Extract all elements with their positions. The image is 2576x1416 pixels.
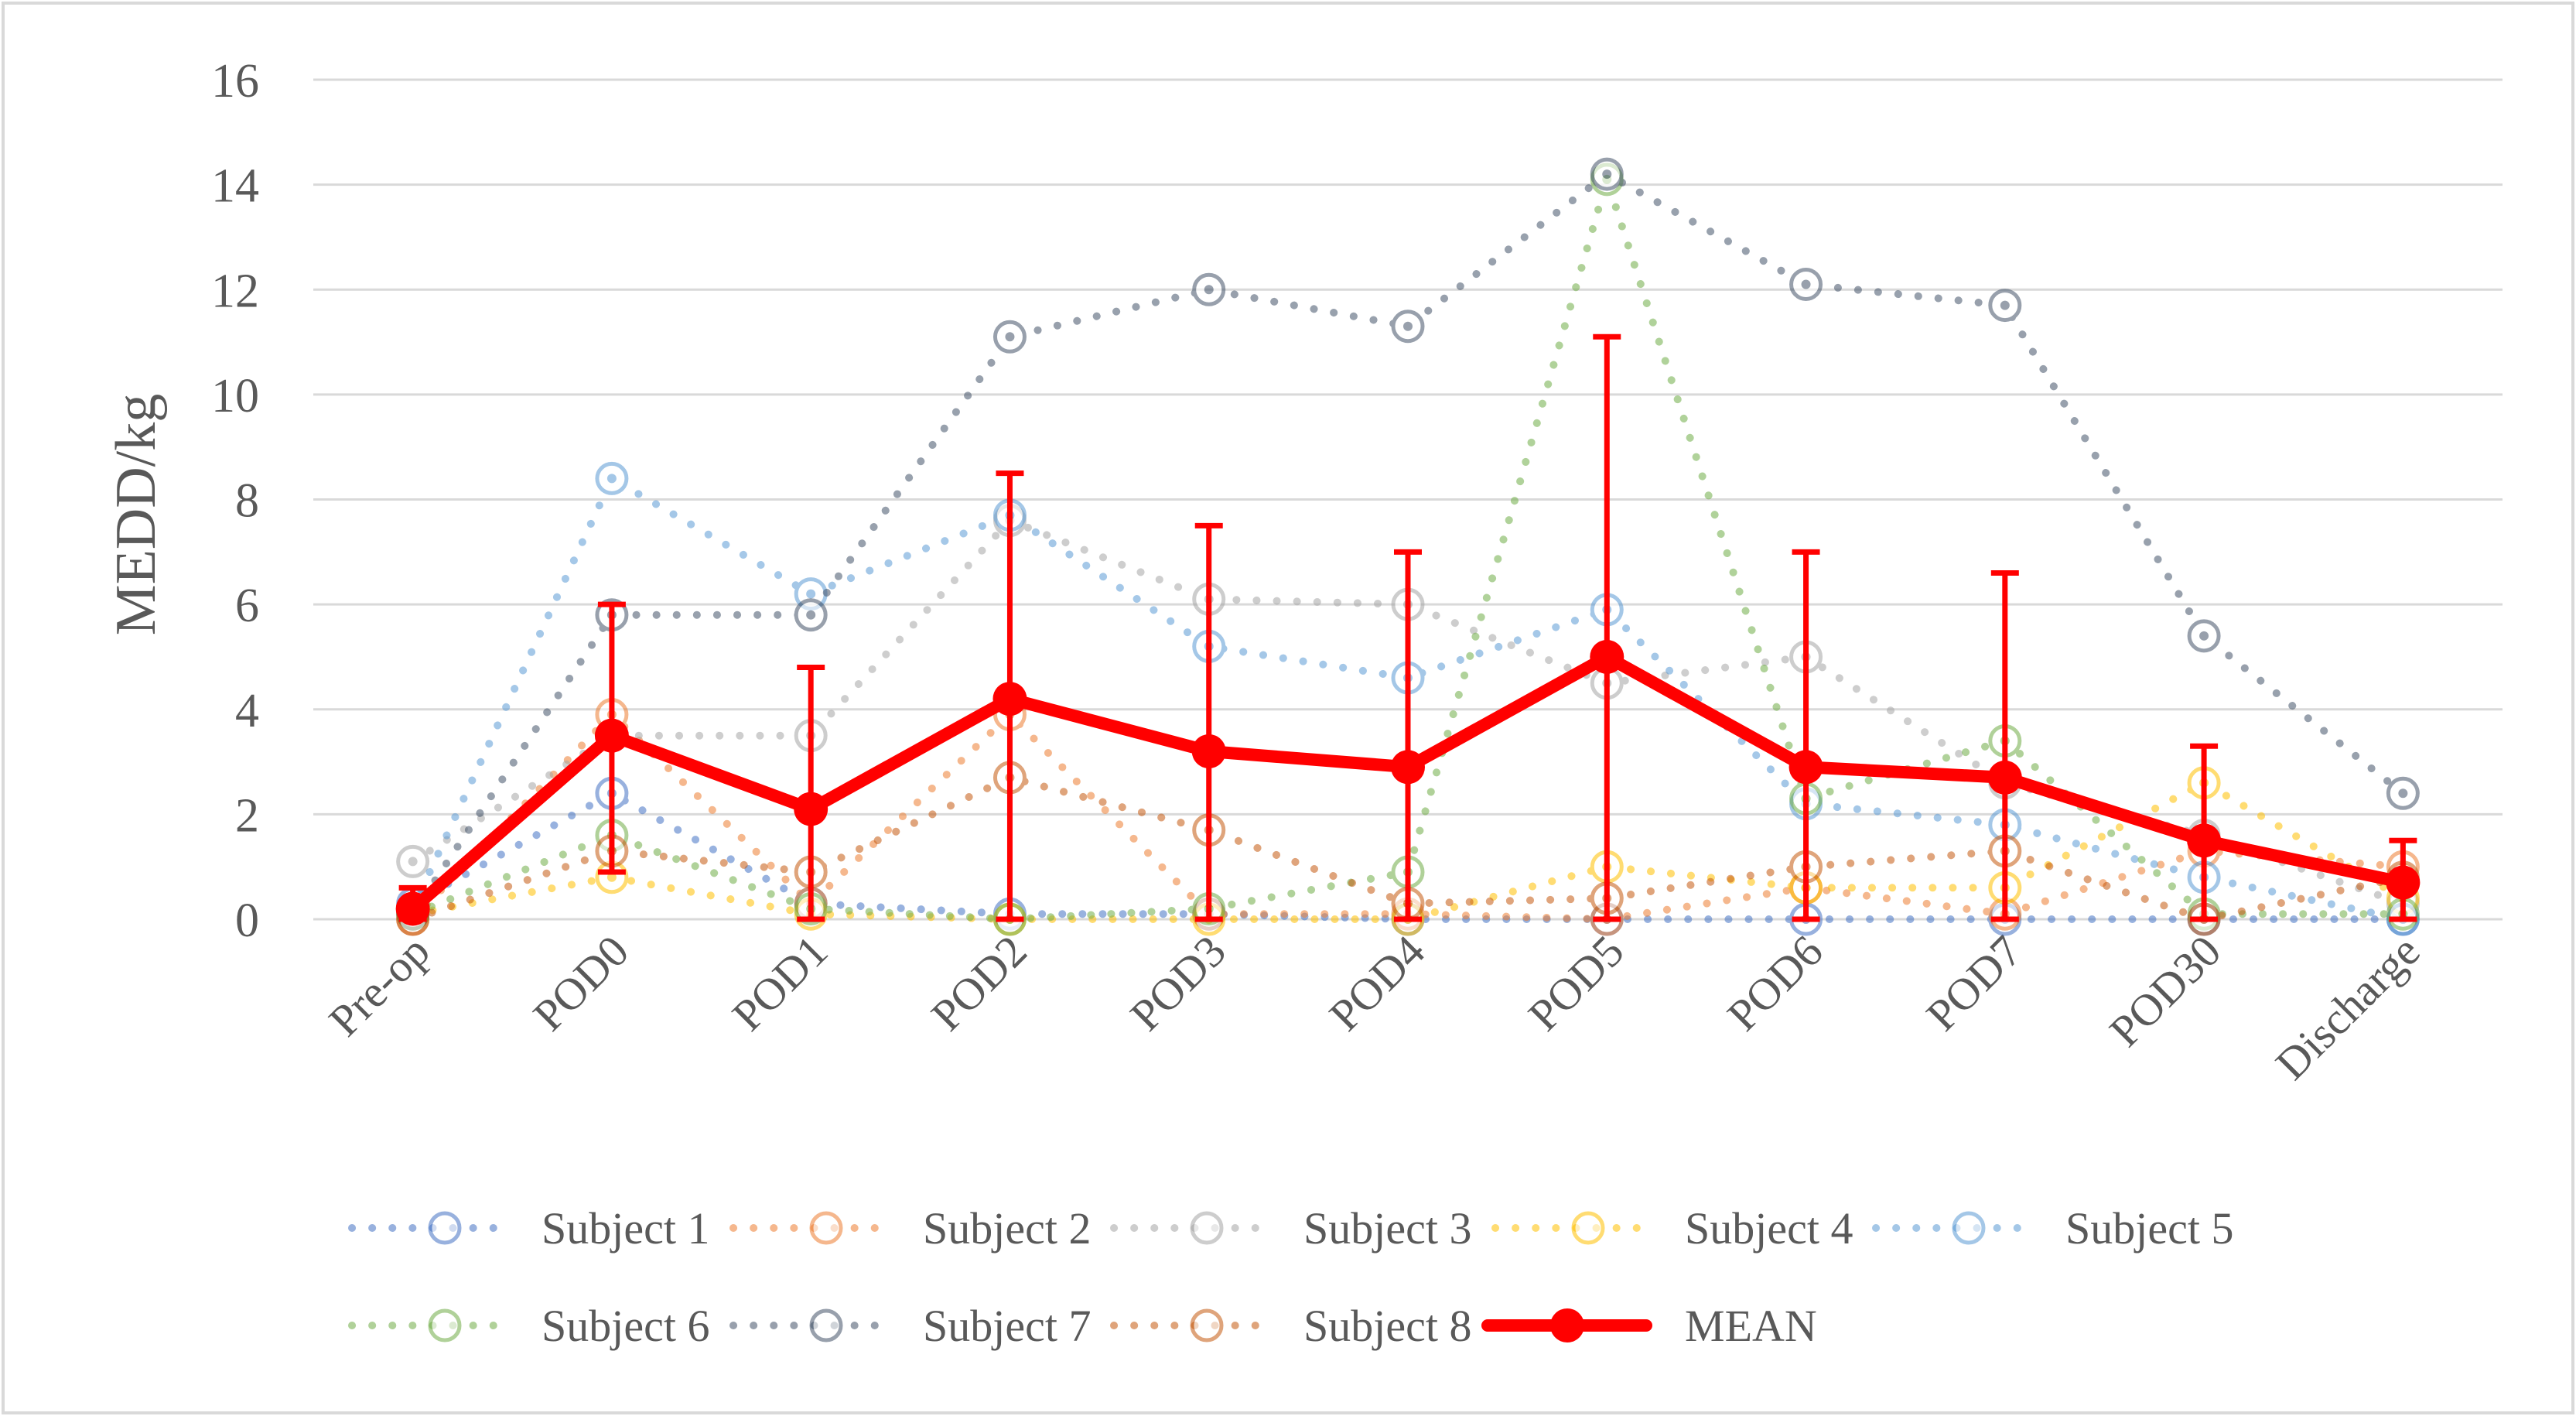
marker-dot-subject-7-pod4	[1403, 321, 1413, 331]
legend-label-subject-1: Subject 1	[542, 1203, 709, 1254]
legend-item-subject-4: Subject 4	[1491, 1203, 1853, 1254]
point-mean-pod30	[2187, 823, 2222, 858]
y-tick-label-14: 14	[211, 160, 259, 213]
legend-swatch-marker-subject-6	[428, 1308, 462, 1342]
marker-dot-subject-3-pre-op	[408, 857, 418, 867]
legend-label-subject-6: Subject 6	[542, 1301, 709, 1351]
point-mean-pod3	[1191, 734, 1226, 768]
point-mean-pod7	[1987, 760, 2022, 795]
mean-series	[395, 639, 2421, 926]
legend-item-subject-3: Subject 3	[1110, 1203, 1471, 1254]
legend-label-subject-7: Subject 7	[923, 1301, 1091, 1351]
legend-swatch-marker-subject-2	[809, 1211, 843, 1245]
legend-swatch-marker-subject-7	[809, 1308, 843, 1342]
y-axis-ticks: 0 2 4 6 8 10 12 14 16	[211, 55, 259, 947]
legend-swatch-marker-subject-1	[428, 1211, 462, 1245]
marker-dot-subject-7-pod6	[1801, 279, 1811, 289]
y-axis-label: MEDD/kg	[104, 394, 168, 635]
marker-dot-subject-7-pod1	[806, 610, 816, 620]
gridlines	[313, 78, 2503, 921]
legend-label-subject-3: Subject 3	[1303, 1203, 1471, 1254]
y-tick-label-2: 2	[235, 789, 259, 842]
y-tick-label-12: 12	[211, 265, 259, 317]
point-mean-pod2	[992, 682, 1027, 717]
point-mean-pod1	[794, 792, 828, 826]
legend-label-mean: MEAN	[1685, 1301, 1817, 1351]
y-tick-label-6: 6	[235, 580, 259, 632]
marker-dot-subject-5-pod1	[806, 589, 816, 599]
legend-swatch-marker-subject-5	[1952, 1211, 1986, 1245]
legend-swatch-marker-subject-8	[1190, 1308, 1224, 1342]
y-tick-label-16: 16	[211, 55, 259, 108]
point-mean-pre-op	[395, 891, 430, 926]
legend-item-subject-1: Subject 1	[348, 1203, 709, 1254]
legend-swatch-marker-subject-4	[1571, 1211, 1605, 1245]
y-tick-label-8: 8	[235, 475, 259, 528]
point-mean-discharge	[2386, 865, 2421, 900]
point-mean-pod0	[594, 718, 629, 753]
legend-swatch-marker-subject-3	[1190, 1211, 1224, 1245]
marker-dot-subject-4-pod0	[606, 872, 617, 882]
marker-dot-subject-7-pod2	[1005, 332, 1015, 342]
y-tick-label-0: 0	[235, 894, 259, 947]
legend-swatch-marker-mean	[1550, 1308, 1584, 1342]
legend-label-subject-2: Subject 2	[923, 1203, 1091, 1254]
legend-item-subject-6: Subject 6	[348, 1301, 709, 1351]
marker-dot-subject-5-pod0	[606, 474, 617, 484]
legend-item-mean: MEAN	[1481, 1301, 1817, 1351]
point-mean-pod6	[1789, 750, 1823, 785]
legend-item-subject-5: Subject 5	[1872, 1203, 2233, 1254]
legend-item-subject-7: Subject 7	[729, 1301, 1091, 1351]
point-mean-pod5	[1590, 639, 1625, 674]
marker-dot-subject-7-pod3	[1204, 285, 1214, 295]
marker-dot-subject-7-pod7	[2000, 300, 2010, 310]
legend: Subject 1 Subject 2 Subject 3 Subject 4 Subj…	[348, 1203, 2233, 1351]
legend-label-subject-4: Subject 4	[1685, 1203, 1853, 1254]
legend-label-subject-8: Subject 8	[1303, 1301, 1471, 1351]
y-tick-label-10: 10	[211, 370, 259, 422]
series-line-subject-5	[408, 473, 2407, 923]
legend-item-subject-8: Subject 8	[1110, 1301, 1471, 1351]
point-mean-pod4	[1391, 750, 1425, 785]
legend-label-subject-5: Subject 5	[2065, 1203, 2233, 1254]
y-tick-label-4: 4	[235, 685, 259, 737]
marker-dot-subject-7-pod5	[1602, 169, 1612, 180]
marker-dot-subject-7-pod30	[2199, 631, 2209, 641]
legend-item-subject-2: Subject 2	[729, 1203, 1091, 1254]
marker-dot-subject-7-discharge	[2398, 788, 2408, 799]
